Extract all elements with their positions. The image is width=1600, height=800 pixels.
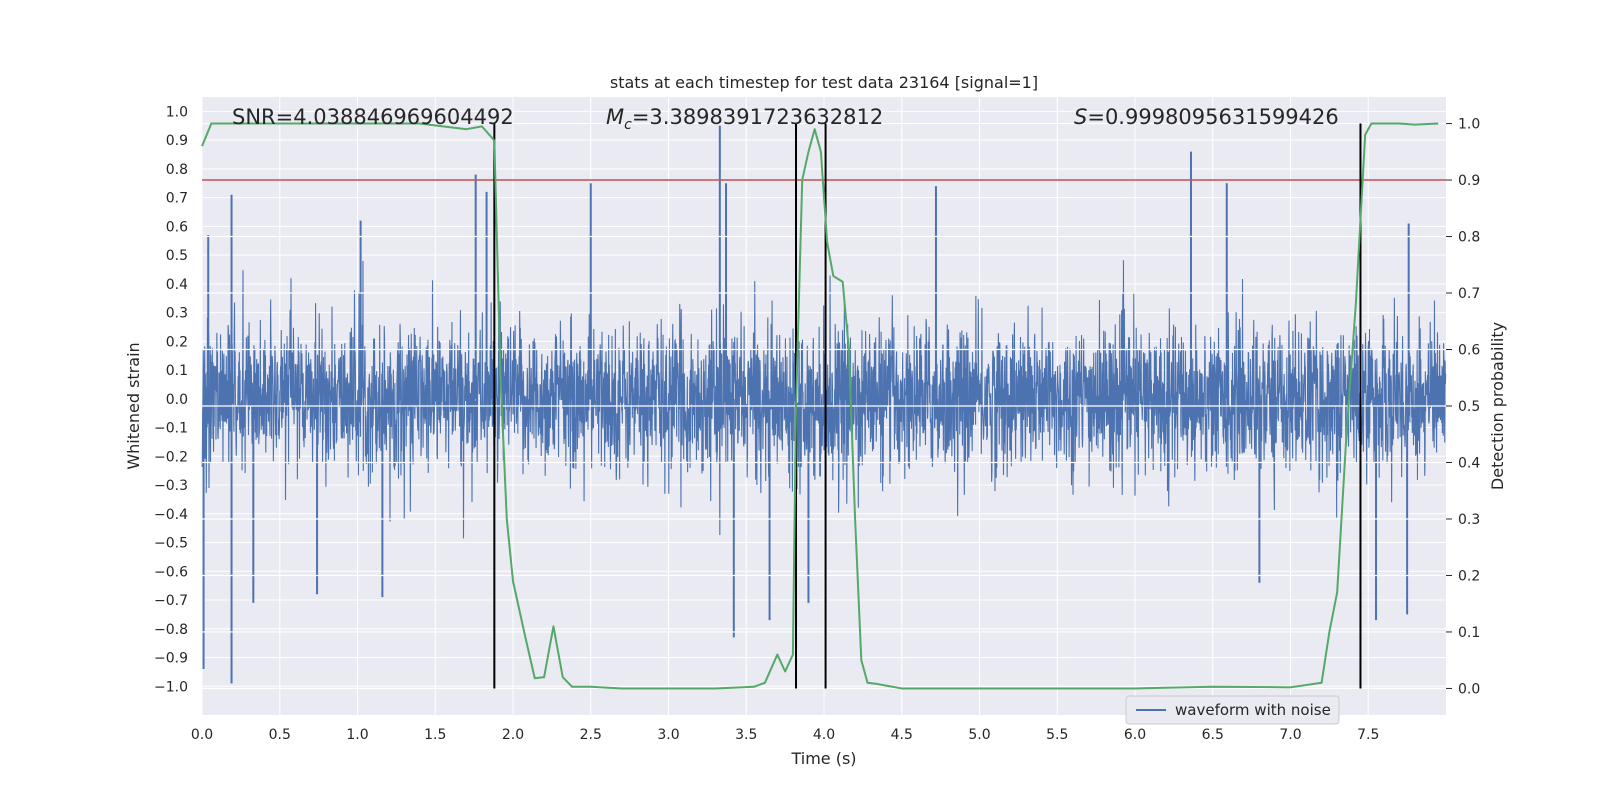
waveform-series <box>201 125 1447 684</box>
y-left-tick-label-0: 1.0 <box>166 104 188 120</box>
x-tick-label-5: 2.5 <box>580 727 602 743</box>
x-tick-label-3: 1.5 <box>424 727 446 743</box>
y-right-axis-ticks: 1.0 0.9 0.8 0.7 0.6 0.5 0.4 0.3 0.2 0.1 0.0 <box>1446 117 1480 697</box>
y-left-axis-label: Whitened strain <box>124 342 143 469</box>
y-right-tick-label-2: 0.8 <box>1458 230 1480 246</box>
s-value: =0.9998095631599426 <box>1087 105 1338 129</box>
y-left-tick-label-12: −0.2 <box>154 449 188 465</box>
x-tick-label-6: 3.0 <box>657 727 679 743</box>
y-left-tick-label-9: 0.1 <box>166 363 188 379</box>
y-left-tick-label-18: −0.8 <box>154 622 188 638</box>
y-right-tick-label-4: 0.6 <box>1458 343 1480 359</box>
chart-title: stats at each timestep for test data 231… <box>610 73 1038 92</box>
x-tick-label-11: 5.5 <box>1046 727 1068 743</box>
y-right-tick-label-1: 0.9 <box>1458 173 1480 189</box>
s-annotation: S=0.9998095631599426 <box>1074 105 1339 129</box>
y-left-tick-label-13: −0.3 <box>154 478 188 494</box>
y-right-tick-label-3: 0.7 <box>1458 286 1480 302</box>
x-tick-label-15: 7.5 <box>1357 727 1379 743</box>
y-left-tick-label-5: 0.5 <box>166 248 188 264</box>
y-right-axis-label: Detection probability <box>1488 322 1507 490</box>
y-left-tick-label-8: 0.2 <box>166 334 188 350</box>
y-left-tick-label-14: −0.4 <box>154 507 188 523</box>
x-tick-label-14: 7.0 <box>1279 727 1301 743</box>
chirp-mass-symbol: M <box>606 105 624 129</box>
y-left-tick-label-6: 0.4 <box>166 277 188 293</box>
y-left-tick-label-2: 0.8 <box>166 162 188 178</box>
x-tick-label-7: 3.5 <box>735 727 757 743</box>
y-left-tick-label-1: 0.9 <box>166 133 188 149</box>
y-right-tick-label-6: 0.4 <box>1458 455 1480 471</box>
legend-label: waveform with noise <box>1175 701 1331 719</box>
snr-annotation: SNR=4.038846969604492 <box>232 105 514 129</box>
legend-box <box>1125 695 1340 725</box>
waveform-line <box>201 260 1447 539</box>
y-left-tick-label-17: −0.7 <box>154 593 188 609</box>
y-right-tick-label-7: 0.3 <box>1458 512 1480 528</box>
legend: waveform with noise <box>1125 695 1340 725</box>
chirp-mass-value: =3.3898391723632812 <box>632 105 883 129</box>
x-tick-label-13: 6.5 <box>1202 727 1224 743</box>
x-tick-label-9: 4.5 <box>891 727 913 743</box>
y-left-tick-label-20: −1.0 <box>154 679 188 695</box>
y-right-tick-label-9: 0.1 <box>1458 625 1480 641</box>
y-left-tick-label-16: −0.6 <box>154 564 188 580</box>
x-axis-label: Time (s) <box>790 749 856 768</box>
x-axis-ticks: 0.0 0.5 1.0 1.5 2.0 2.5 3.0 3.5 4.0 4.5 5.0 5.5 6.0 6… <box>191 727 1380 743</box>
y-left-tick-label-3: 0.7 <box>166 191 188 207</box>
y-left-tick-label-7: 0.3 <box>166 306 188 322</box>
y-left-axis-ticks: 1.0 0.9 0.8 0.7 0.6 0.5 0.4 0.3 0.2 0.1 0.0 −0.1 −0.… <box>154 104 188 695</box>
x-tick-label-8: 4.0 <box>813 727 835 743</box>
x-tick-label-1: 0.5 <box>269 727 291 743</box>
x-tick-label-12: 6.0 <box>1124 727 1146 743</box>
y-left-tick-label-4: 0.6 <box>166 219 188 235</box>
x-tick-label-2: 1.0 <box>346 727 368 743</box>
y-left-tick-label-11: −0.1 <box>154 421 188 437</box>
y-left-tick-label-15: −0.5 <box>154 536 188 552</box>
y-right-tick-label-10: 0.0 <box>1458 681 1480 697</box>
chirp-mass-annotation: Mc=3.3898391723632812 <box>606 105 883 133</box>
y-right-tick-label-0: 1.0 <box>1458 117 1480 133</box>
probability-line <box>201 122 1439 690</box>
chirp-mass-subscript: c <box>624 117 632 133</box>
probability-series-group <box>201 122 1439 690</box>
y-right-tick-label-5: 0.5 <box>1458 399 1480 415</box>
y-right-tick-label-8: 0.2 <box>1458 568 1480 584</box>
y-left-tick-label-10: 0.0 <box>166 392 188 408</box>
x-tick-label-4: 2.0 <box>502 727 524 743</box>
x-tick-label-10: 5.0 <box>968 727 990 743</box>
x-tick-label-0: 0.0 <box>191 727 213 743</box>
s-symbol: S <box>1074 105 1087 129</box>
y-left-tick-label-19: −0.9 <box>154 651 188 667</box>
